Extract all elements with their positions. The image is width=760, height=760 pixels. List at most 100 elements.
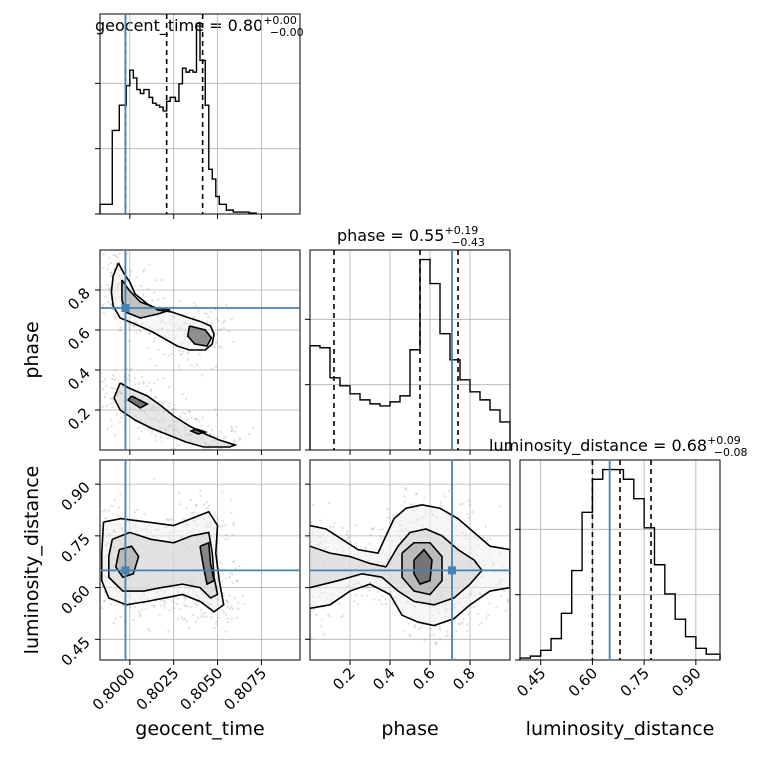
sample-point xyxy=(234,453,236,455)
title-geocent-time: geocent_time = 0.80+0.00 −0.00 xyxy=(95,14,304,39)
sample-point xyxy=(229,425,233,428)
sample-point xyxy=(214,341,218,345)
sample-point xyxy=(229,454,231,456)
sample-point xyxy=(384,598,387,601)
sample-point xyxy=(152,604,155,607)
sample-point xyxy=(168,609,171,612)
sample-point xyxy=(213,346,216,349)
x-tick-label: 0.60 xyxy=(565,664,601,700)
sample-point xyxy=(226,600,229,604)
sample-point xyxy=(403,501,407,504)
sample-point xyxy=(219,328,223,331)
sample-point xyxy=(224,523,227,527)
sample-point xyxy=(100,382,102,385)
sample-point xyxy=(111,398,114,401)
sample-point xyxy=(213,626,216,630)
sample-point xyxy=(439,638,442,641)
sample-point xyxy=(226,620,230,624)
sample-point xyxy=(232,560,235,563)
sample-point xyxy=(231,581,235,585)
sample-point xyxy=(210,616,213,619)
sample-point xyxy=(97,594,99,596)
sample-point xyxy=(90,553,92,555)
sample-point xyxy=(135,508,139,512)
sample-point xyxy=(220,347,224,350)
sample-point xyxy=(232,439,236,442)
sample-point xyxy=(471,510,474,514)
sample-point xyxy=(219,525,222,528)
sample-point xyxy=(176,444,180,447)
axes-frame xyxy=(99,249,301,451)
sample-point xyxy=(204,466,206,468)
sample-point xyxy=(303,514,305,516)
sample-point xyxy=(214,365,218,369)
sample-point xyxy=(86,390,88,392)
sample-point xyxy=(90,511,92,513)
x-tick-label: 0.8000 xyxy=(89,664,139,714)
title-luminosity-distance: luminosity_distance = 0.68+0.09 −0.08 xyxy=(489,434,748,459)
sample-point xyxy=(195,363,198,367)
sample-point xyxy=(232,560,236,563)
sample-point xyxy=(111,378,114,381)
contour-line xyxy=(110,262,215,351)
sample-point xyxy=(432,633,435,636)
sample-point xyxy=(233,596,237,599)
sample-point xyxy=(322,632,326,636)
sample-point xyxy=(231,573,234,576)
sample-point xyxy=(105,404,109,407)
sample-point xyxy=(502,589,506,593)
sample-point xyxy=(114,250,117,252)
sample-point xyxy=(219,430,223,434)
sample-point xyxy=(439,501,443,504)
sample-point xyxy=(232,523,236,526)
sample-point xyxy=(117,506,121,510)
sample-point xyxy=(221,321,225,325)
sample-point xyxy=(163,400,167,404)
sample-point xyxy=(187,410,191,413)
sample-point xyxy=(443,495,447,498)
sample-point xyxy=(213,451,215,453)
sample-point xyxy=(192,301,196,304)
plot-area xyxy=(86,244,300,468)
sample-point xyxy=(139,613,142,616)
sample-point xyxy=(118,244,120,246)
ylabel-phase: phase xyxy=(21,321,43,378)
sample-point xyxy=(106,427,109,430)
x-tick-label: 0.45 xyxy=(513,664,549,700)
sample-point xyxy=(109,271,113,274)
sample-point xyxy=(129,270,133,273)
sample-point xyxy=(429,634,432,637)
sample-point xyxy=(203,447,206,450)
sample-point xyxy=(93,544,95,546)
sample-point xyxy=(149,358,152,361)
sample-point xyxy=(145,385,148,388)
truth-marker xyxy=(448,566,456,575)
sample-point xyxy=(119,321,122,324)
sample-point xyxy=(190,416,193,420)
sample-point xyxy=(392,513,395,517)
sample-point xyxy=(103,395,107,399)
sample-point xyxy=(487,613,490,617)
sample-point xyxy=(461,621,464,625)
sample-point xyxy=(222,611,226,614)
sample-point xyxy=(434,643,437,646)
sample-point xyxy=(102,599,106,603)
sample-point xyxy=(101,405,104,408)
sample-point xyxy=(97,557,99,559)
sample-point xyxy=(221,524,224,528)
sample-point xyxy=(152,340,156,343)
sample-point xyxy=(175,602,179,606)
sample-point xyxy=(142,269,145,273)
sample-point xyxy=(506,600,510,603)
sample-point xyxy=(368,542,371,546)
sample-point xyxy=(170,599,174,602)
sample-point xyxy=(378,528,381,532)
sample-point xyxy=(195,512,199,515)
sample-point xyxy=(199,494,203,498)
sample-point xyxy=(509,612,510,615)
sample-point xyxy=(233,430,237,433)
sample-point xyxy=(302,547,304,549)
sample-point xyxy=(152,382,156,385)
sample-point xyxy=(90,563,92,565)
sample-point xyxy=(405,487,408,490)
